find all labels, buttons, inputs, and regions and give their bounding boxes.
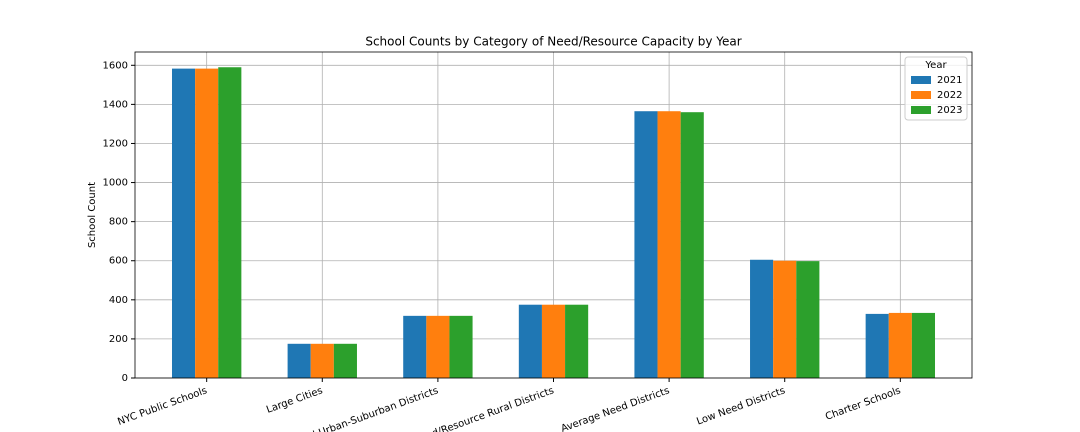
legend-swatch <box>911 91 931 99</box>
legend-label: 2022 <box>937 90 962 101</box>
legend-label: 2021 <box>937 75 962 86</box>
plot-frame <box>134 51 973 379</box>
y-tick-label: 200 <box>109 334 128 345</box>
bar <box>911 312 936 378</box>
x-tick-label: Charter Schools <box>824 385 902 422</box>
legend-title: Year <box>924 60 947 71</box>
x-tick-label: High Need/Resource Rural Districts <box>387 385 555 432</box>
bar <box>195 68 219 379</box>
bar <box>287 343 311 378</box>
x-tick-label: Average Need Districts <box>560 385 672 432</box>
x-tick-label: Low Need Districts <box>695 385 786 427</box>
y-tick-label: 400 <box>109 295 128 306</box>
x-tick-label: High Need Urban-Suburban Districts <box>265 385 440 432</box>
bar <box>680 112 704 378</box>
bar <box>773 260 797 378</box>
legend-swatch <box>911 106 931 114</box>
legend-label: 2023 <box>937 105 962 116</box>
y-tick-label: 600 <box>109 256 128 267</box>
bar <box>634 111 658 378</box>
y-axis-label: School Count <box>87 182 98 248</box>
bar <box>403 315 427 378</box>
chart-title: School Counts by Category of Need/Resour… <box>365 35 741 49</box>
legend-box <box>904 56 968 121</box>
bar <box>518 304 542 378</box>
bar <box>310 343 334 378</box>
bar <box>657 111 681 378</box>
bar <box>171 68 196 379</box>
bar <box>541 304 566 378</box>
y-tick-label: 1600 <box>103 60 128 71</box>
bar <box>750 259 774 378</box>
bar <box>449 315 473 378</box>
bar <box>888 312 912 378</box>
legend-swatch <box>911 76 931 84</box>
bar <box>796 261 820 378</box>
bar <box>333 343 357 378</box>
y-tick-label: 1200 <box>103 138 128 149</box>
y-tick-label: 1000 <box>103 178 128 189</box>
bar <box>865 313 889 378</box>
bar <box>426 315 450 378</box>
y-tick-label: 0 <box>122 373 128 384</box>
y-tick-label: 1400 <box>103 99 128 110</box>
y-tick-label: 800 <box>109 217 128 228</box>
x-tick-label: Large Cities <box>265 385 324 416</box>
x-tick-label: NYC Public Schools <box>116 385 208 428</box>
bar <box>218 67 242 379</box>
bar <box>565 304 589 378</box>
